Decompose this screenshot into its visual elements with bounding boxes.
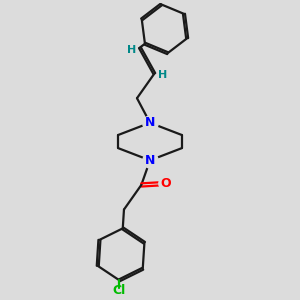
Text: N: N — [145, 116, 155, 129]
Text: H: H — [127, 46, 136, 56]
Text: O: O — [160, 177, 171, 190]
Text: N: N — [145, 154, 155, 167]
Text: Cl: Cl — [113, 284, 126, 297]
Text: H: H — [158, 70, 167, 80]
